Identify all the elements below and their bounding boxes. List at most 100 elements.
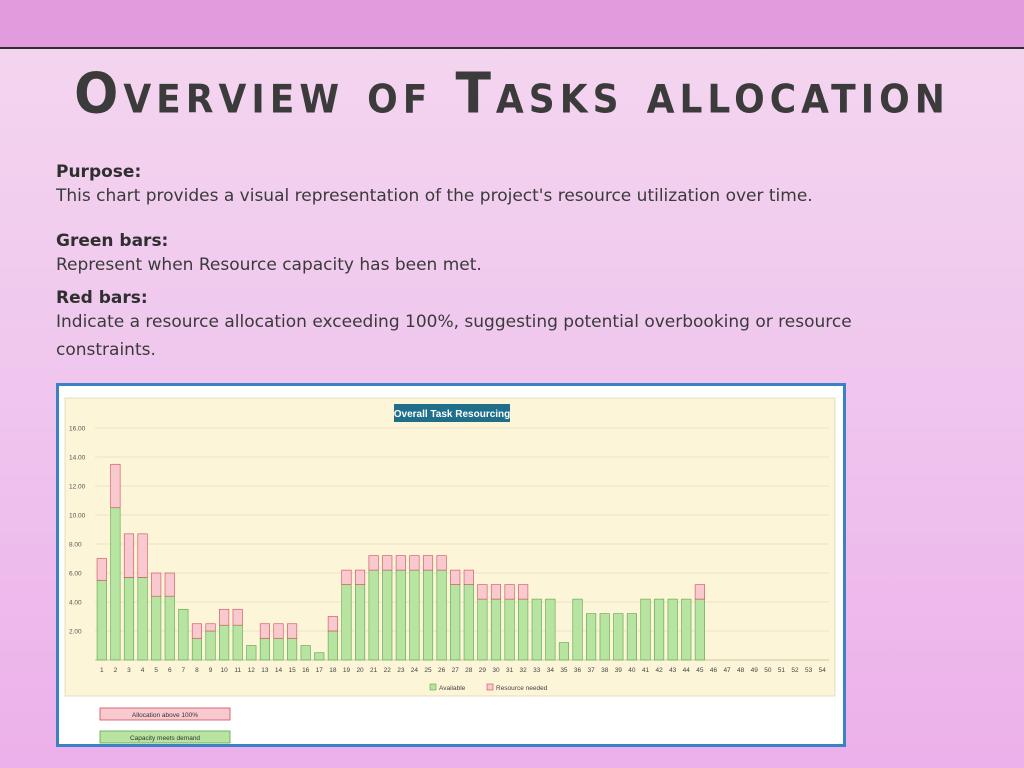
y-tick-label: 10.00 — [69, 513, 86, 520]
x-tick-label: 47 — [723, 667, 731, 674]
x-tick-label: 27 — [452, 667, 460, 674]
bar-available — [354, 584, 366, 661]
bar-resource-needed — [327, 616, 338, 632]
bar-resource-needed — [504, 584, 515, 600]
top-banner — [0, 0, 1024, 49]
bar-available — [368, 569, 379, 661]
x-tick-label: 16 — [302, 667, 310, 674]
bar-available — [300, 645, 311, 661]
bar-available — [246, 645, 257, 661]
bar-resource-needed — [395, 555, 406, 571]
bar-resource-needed — [96, 558, 107, 581]
bar-available — [599, 613, 610, 661]
bar-resource-needed — [191, 623, 203, 639]
y-tick-label: 14.00 — [69, 455, 86, 462]
bar-available — [422, 569, 434, 661]
x-tick-label: 8 — [195, 667, 199, 674]
x-tick-label: 17 — [316, 667, 324, 674]
red-bars-section: Red bars: Indicate a resource allocation… — [56, 288, 852, 364]
x-tick-label: 53 — [805, 667, 813, 674]
x-tick-label: 28 — [465, 667, 473, 674]
x-tick-label: 26 — [438, 667, 446, 674]
bar-available — [436, 569, 447, 661]
bar-resource-needed — [382, 555, 393, 571]
bar-resource-needed — [463, 569, 474, 585]
task-resourcing-chart: Overall Task Resourcing 2.00 4.00 6.00 8.00… — [64, 397, 836, 744]
bar-resource-needed — [287, 623, 298, 639]
x-tick-label: 43 — [669, 667, 677, 674]
bar-resource-needed — [151, 572, 162, 597]
bar-available — [694, 598, 705, 661]
x-tick-label: 34 — [547, 667, 555, 674]
y-tick-label: 4.00 — [69, 600, 82, 607]
chart-legend: Available Resource needed — [429, 683, 548, 692]
x-tick-label: 13 — [261, 667, 269, 674]
bar-resource-needed — [490, 584, 502, 600]
x-tick-label: 24 — [411, 667, 419, 674]
green-bars-heading: Green bars: — [56, 231, 169, 251]
bar-resource-needed — [409, 555, 420, 571]
bar-available — [110, 507, 121, 661]
legend-box-capacity-met — [99, 730, 231, 744]
x-tick-label: 37 — [588, 667, 596, 674]
bar-available — [178, 608, 189, 661]
chart-frame: Overall Task Resourcing 2.00 4.00 6.00 8.00… — [56, 383, 846, 747]
legend-label-resource-needed: Resource needed — [496, 685, 548, 692]
x-tick-label: 11 — [234, 667, 241, 674]
x-tick-label: 54 — [819, 667, 827, 674]
bar-available — [572, 598, 583, 661]
bar-available — [518, 598, 529, 661]
legend-swatch-available — [429, 683, 437, 691]
bar-resource-needed — [205, 623, 216, 632]
bar-available — [654, 598, 665, 661]
x-tick-label: 30 — [492, 667, 500, 674]
bar-resource-needed — [164, 572, 175, 597]
x-tick-label: 50 — [764, 667, 772, 674]
red-bars-heading: Red bars: — [56, 288, 148, 308]
bar-resource-needed — [368, 555, 379, 571]
purpose-section: Purpose: This chart provides a visual re… — [56, 162, 813, 210]
x-tick-label: 38 — [601, 667, 609, 674]
y-tick-label: 16.00 — [69, 426, 86, 433]
x-tick-label: 31 — [506, 667, 514, 674]
x-tick-label: 6 — [168, 667, 172, 674]
bar-resource-needed — [259, 623, 270, 639]
bar-resource-needed — [518, 584, 529, 600]
bar-available — [164, 595, 175, 661]
x-tick-label: 9 — [209, 667, 213, 674]
x-tick-label: 18 — [329, 667, 337, 674]
x-tick-label: 36 — [574, 667, 582, 674]
legend-label-available: Available — [439, 685, 466, 692]
bar-available — [191, 637, 203, 661]
bar-resource-needed — [694, 584, 705, 600]
bar-available — [450, 584, 461, 661]
bar-available — [273, 637, 284, 661]
x-tick-label: 45 — [696, 667, 704, 674]
y-tick-label: 8.00 — [69, 542, 82, 549]
bar-resource-needed — [273, 623, 284, 639]
x-tick-label: 10 — [221, 667, 229, 674]
bar-resource-needed — [436, 555, 447, 571]
legend-box-capacity-met-label: Capacity meets demand — [130, 735, 200, 742]
bar-available — [626, 613, 637, 661]
x-tick-label: 19 — [343, 667, 351, 674]
green-bars-text: Represent when Resource capacity has bee… — [56, 255, 482, 275]
x-tick-label: 12 — [248, 667, 256, 674]
bar-available — [613, 613, 624, 661]
x-tick-label: 29 — [479, 667, 487, 674]
x-tick-label: 33 — [533, 667, 541, 674]
y-tick-label: 6.00 — [69, 571, 82, 578]
purpose-heading: Purpose: — [56, 162, 142, 182]
bar-available — [259, 637, 270, 661]
x-tick-label: 49 — [751, 667, 759, 674]
bar-available — [681, 598, 692, 661]
green-bars-section: Green bars: Represent when Resource capa… — [56, 231, 482, 279]
bar-available — [463, 584, 474, 661]
x-tick-label: 4 — [141, 667, 145, 674]
y-tick-label: 12.00 — [69, 484, 86, 491]
bar-resource-needed — [477, 584, 488, 600]
bar-available — [531, 598, 542, 661]
purpose-text: This chart provides a visual representat… — [56, 186, 813, 206]
bar-available — [232, 624, 243, 661]
x-tick-label: 52 — [791, 667, 799, 674]
